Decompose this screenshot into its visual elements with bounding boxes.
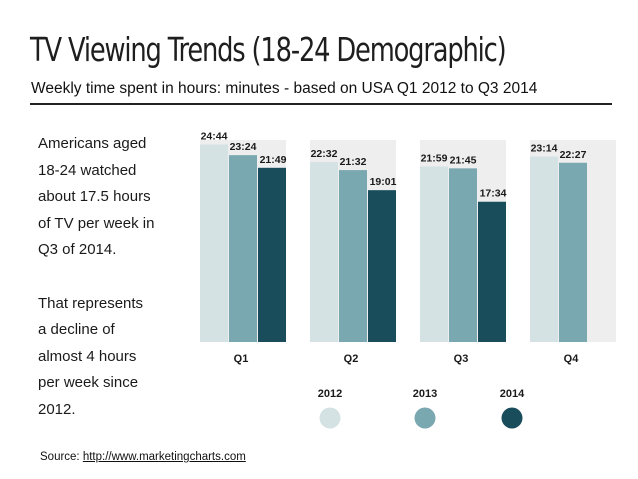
legend-swatch-2013 (414, 407, 436, 429)
title-divider (30, 103, 612, 105)
bar-q4-2012 (530, 156, 558, 342)
summary-paragraph-1: Americans aged 18-24 watched about 17.5 … (38, 135, 155, 259)
legend-swatch-2012 (319, 407, 341, 429)
bar-q1-2013 (229, 155, 257, 342)
data-label-q2-2014: 19:01 (370, 176, 397, 188)
legend-label-2013: 2013 (413, 388, 437, 400)
data-label-q4-2012: 23:14 (531, 143, 558, 155)
bar-q2-2012 (310, 162, 338, 342)
bar-q2-2014 (368, 190, 396, 342)
chart-title: TV Viewing Trends (18-24 Demographic) (30, 30, 507, 69)
data-label-q1-2013: 23:24 (230, 141, 257, 153)
source-note: Source: http://www.marketingcharts.com (40, 451, 246, 463)
data-label-q3-2013: 21:45 (450, 154, 477, 166)
summary-text: Americans aged 18-24 watched about 17.5 … (38, 131, 178, 424)
bar-q3-2013 (449, 168, 477, 342)
summary-paragraph-2: That represents a decline of almost 4 ho… (38, 294, 144, 418)
category-label-q4: Q4 (564, 353, 580, 365)
legend-label-2012: 2012 (318, 388, 342, 400)
bar-q2-2013 (339, 170, 367, 342)
legend-label-2014: 2014 (500, 388, 525, 400)
source-label: Source: (40, 451, 83, 463)
legend-swatch-2014 (501, 407, 523, 429)
bar-q4-2013 (559, 162, 587, 342)
data-label-q1-2014: 21:49 (260, 154, 287, 166)
bar-q1-2014 (258, 167, 286, 342)
data-label-q3-2012: 21:59 (421, 152, 448, 164)
category-label-q1: Q1 (234, 353, 249, 365)
bar-q3-2014 (478, 201, 506, 342)
data-label-q2-2013: 21:32 (340, 156, 367, 168)
bar-q3-2012 (420, 166, 448, 342)
source-link[interactable]: http://www.marketingcharts.com (82, 451, 246, 463)
data-label-q2-2012: 22:32 (311, 148, 338, 160)
data-label-q1-2012: 24:44 (201, 131, 228, 143)
data-label-q4-2013: 22:27 (560, 149, 587, 161)
bar-q1-2012 (200, 144, 228, 342)
category-label-q3: Q3 (454, 353, 469, 365)
chart-subtitle: Weekly time spent in hours: minutes - ba… (31, 80, 538, 97)
data-label-q3-2014: 17:34 (480, 188, 507, 200)
category-label-q2: Q2 (344, 353, 359, 365)
